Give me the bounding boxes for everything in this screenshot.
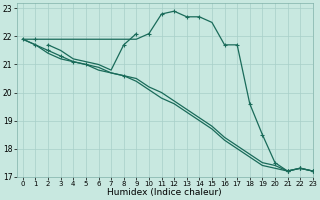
X-axis label: Humidex (Indice chaleur): Humidex (Indice chaleur)	[108, 188, 222, 197]
